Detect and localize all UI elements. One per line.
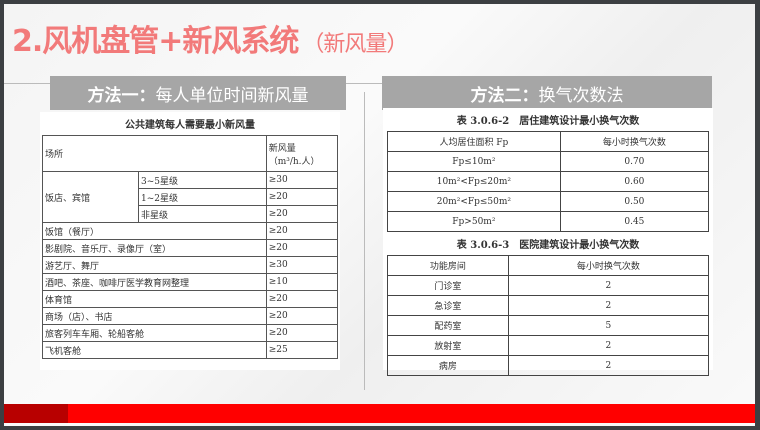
changes-cell: 2: [507, 355, 710, 376]
table-header-row: 功能房间 每小时换气次数: [387, 255, 710, 276]
method-two-header: 方法二： 换气次数法: [382, 76, 712, 110]
changes-cell: 2: [507, 295, 710, 316]
air-value: ≥20: [265, 324, 339, 342]
fresh-air-table-image: 公共建筑每人需要最小新风量 场所 新风量 （m³/h.人） 饭店、宾馆 3~5星级 ≥…: [40, 112, 340, 370]
air-value: ≥30: [265, 171, 339, 189]
table-row: 旅客列车车厢、轮船客舱 ≥20: [42, 324, 339, 342]
changes-cell: 0.60: [559, 171, 710, 192]
fresh-air-table: 场所 新风量 （m³/h.人） 饭店、宾馆 3~5星级 ≥30 1~2星级 ≥20 非星…: [42, 135, 339, 359]
changes-cell: 0.50: [559, 191, 710, 212]
changes-cell: 2: [507, 275, 710, 296]
air-value: ≥25: [265, 341, 339, 359]
title-main: 2.风机盘管+新风系统: [12, 24, 299, 59]
place-name: 商场（店）、书店: [42, 307, 267, 325]
condition-cell: Fp≤10m²: [387, 151, 561, 172]
condition-cell: 门诊室: [387, 275, 509, 296]
col-room: 功能房间: [387, 255, 509, 276]
changes-cell: 0.45: [559, 211, 710, 232]
table-row: 20m²<Fp≤50m² 0.50: [387, 191, 710, 212]
footer-bar: [4, 404, 755, 423]
table-row: 游艺厅、舞厅 ≥30: [42, 256, 339, 274]
hotel-grade: 非星级: [138, 205, 267, 223]
hotel-grade: 3~5星级: [138, 171, 267, 189]
method-one-header: 方法一： 每人单位时间新风量: [50, 76, 346, 110]
air-change-tables-image: 表 3.0.6-2 居住建筑设计最小换气次数 人均居住面积 Fp 每小时换气次数 …: [383, 108, 713, 376]
table-header-row: 人均居住面积 Fp 每小时换气次数: [387, 131, 710, 152]
air-value: ≥20: [265, 307, 339, 325]
residential-table: 人均居住面积 Fp 每小时换气次数 Fp≤10m² 0.70 10m²<Fp≤20m²…: [387, 131, 710, 232]
col-air: 新风量 （m³/h.人）: [265, 135, 339, 172]
table-row: 飞机客舱 ≥25: [42, 341, 339, 359]
table-title: 公共建筑每人需要最小新风量: [125, 120, 255, 131]
col-changes: 每小时换气次数: [559, 131, 710, 152]
table-row: 酒吧、茶座、咖啡厅医学教育网整理 ≥10: [42, 273, 339, 291]
method-one-text: 每人单位时间新风量: [155, 85, 309, 106]
table-header-row: 场所 新风量 （m³/h.人）: [42, 135, 339, 172]
condition-cell: 10m²<Fp≤20m²: [387, 171, 561, 192]
table-row: Fp≤10m² 0.70: [387, 151, 710, 172]
changes-cell: 2: [507, 335, 710, 356]
condition-cell: 放射室: [387, 335, 509, 356]
changes-cell: 5: [507, 315, 710, 336]
condition-cell: 急诊室: [387, 295, 509, 316]
hotel-grade: 1~2星级: [138, 188, 267, 206]
divider-vertical: [364, 92, 365, 390]
table-row: Fp>50m² 0.45: [387, 211, 710, 232]
table-row: 急诊室 2: [387, 295, 710, 316]
col-air-label: 新风量: [268, 143, 296, 154]
hospital-table-title: 表 3.0.6-3 医院建筑设计最小换气次数: [456, 240, 640, 251]
residential-table-title: 表 3.0.6-2 居住建筑设计最小换气次数: [456, 116, 640, 127]
air-value: ≥20: [265, 290, 339, 308]
condition-cell: 20m²<Fp≤50m²: [387, 191, 561, 212]
air-value: ≥20: [265, 205, 339, 223]
air-value: ≥10: [265, 273, 339, 291]
place-name: 影剧院、音乐厅、录像厅（室）: [42, 239, 267, 257]
col-changes: 每小时换气次数: [507, 255, 710, 276]
place-name: 酒吧、茶座、咖啡厅医学教育网整理: [42, 273, 267, 291]
table-row: 10m²<Fp≤20m² 0.60: [387, 171, 710, 192]
place-name: 游艺厅、舞厅: [42, 256, 267, 274]
table-row: 配药室 5: [387, 315, 710, 336]
air-value: ≥20: [265, 188, 339, 206]
place-name: 饭馆（餐厅）: [42, 222, 267, 240]
method-two-text: 换气次数法: [538, 85, 624, 106]
table-row: 商场（店）、书店 ≥20: [42, 307, 339, 325]
place-name: 飞机客舱: [42, 341, 267, 359]
air-value: ≥30: [265, 256, 339, 274]
col-place: 场所: [42, 135, 267, 172]
method-one-label: 方法一：: [87, 85, 156, 106]
air-value: ≥20: [265, 222, 339, 240]
table-row: 放射室 2: [387, 335, 710, 356]
footer-bar-accent: [4, 404, 68, 423]
condition-cell: 病房: [387, 355, 509, 376]
col-air-unit: （m³/h.人）: [268, 156, 320, 167]
hospital-table: 功能房间 每小时换气次数 门诊室 2 急诊室 2 配药室 5 放射室 2 病房 2: [387, 255, 710, 376]
condition-cell: Fp>50m²: [387, 211, 561, 232]
table-row: 病房 2: [387, 355, 710, 376]
condition-cell: 配药室: [387, 315, 509, 336]
hotel-label: 饭店、宾馆: [42, 171, 139, 223]
title-sub: （新风量）: [302, 32, 408, 57]
table-row: 饭馆（餐厅） ≥20: [42, 222, 339, 240]
col-area: 人均居住面积 Fp: [387, 131, 561, 152]
table-row: 影剧院、音乐厅、录像厅（室） ≥20: [42, 239, 339, 257]
table-row: 门诊室 2: [387, 275, 710, 296]
slide-title: 2.风机盘管+新风系统 （新风量）: [12, 16, 408, 60]
table-row: 饭店、宾馆 3~5星级 ≥30: [42, 171, 339, 223]
place-name: 体育馆: [42, 290, 267, 308]
table-row: 体育馆 ≥20: [42, 290, 339, 308]
air-value: ≥20: [265, 239, 339, 257]
slide: 2.风机盘管+新风系统 （新风量） 方法一： 每人单位时间新风量 方法二： 换气次数法…: [4, 4, 755, 426]
changes-cell: 0.70: [559, 151, 710, 172]
method-two-label: 方法二：: [470, 85, 539, 106]
place-name: 旅客列车车厢、轮船客舱: [42, 324, 267, 342]
